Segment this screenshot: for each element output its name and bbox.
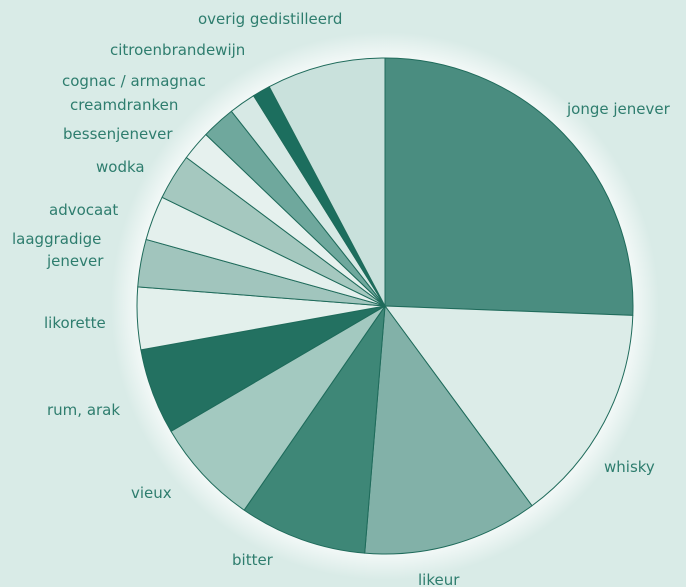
slice-label-bessenjenever: bessenjenever: [63, 125, 173, 143]
pie-slice-bitter: [243, 305, 386, 554]
slice-label-jonge-jenever: jonge jenever: [566, 100, 671, 118]
slice-label-citroenbrandewijn: citroenbrandewijn: [110, 41, 245, 59]
pie-labels: jonge jenever whisky likeur bitter vieux rum,…: [12, 10, 671, 587]
slice-label-line: vieux: [131, 484, 172, 502]
slice-label-line: creamdranken: [70, 96, 178, 114]
slice-label-likorette: likorette: [44, 314, 106, 332]
slice-label-line: jenever: [46, 252, 104, 270]
slice-label-bitter: bitter: [232, 551, 274, 569]
slice-label-creamdranken: creamdranken: [70, 96, 178, 114]
slice-label-wodka: wodka: [96, 158, 145, 176]
pie-slice-overig-gedistilleerd: [268, 57, 386, 307]
slice-label-line: laaggradige: [12, 230, 101, 248]
slice-label-line: wodka: [96, 158, 145, 176]
pie-slice-vieux: [170, 305, 386, 511]
slice-label-line: citroenbrandewijn: [110, 41, 245, 59]
slice-label-advocaat: advocaat: [49, 201, 118, 219]
slice-label-overig-gedistilleerd: overig gedistilleerd: [198, 10, 342, 28]
slice-label-vieux: vieux: [131, 484, 172, 502]
slice-label-line: jonge jenever: [566, 100, 671, 118]
slice-label-line: advocaat: [49, 201, 118, 219]
slice-label-laaggradige-jenever: laaggradige jenever: [12, 230, 104, 270]
slice-label-whisky: whisky: [604, 458, 655, 476]
slice-label-line: bitter: [232, 551, 274, 569]
slice-label-line: likeur: [418, 571, 460, 587]
slice-label-cognac-armagnac: cognac / armagnac: [62, 72, 206, 90]
pie-slice-likeur: [364, 305, 533, 555]
slice-label-line: overig gedistilleerd: [198, 10, 342, 28]
slice-label-line: bessenjenever: [63, 125, 173, 143]
slice-label-line: cognac / armagnac: [62, 72, 206, 90]
pie-slice-jonge-jenever: [384, 57, 634, 316]
slice-label-line: whisky: [604, 458, 655, 476]
pie-slice-whisky: [384, 305, 634, 507]
slice-label-rum-arak: rum, arak: [47, 401, 120, 419]
pie-slices: [136, 57, 634, 555]
slice-label-line: likorette: [44, 314, 106, 332]
slice-label-line: rum, arak: [47, 401, 120, 419]
slice-label-likeur: likeur: [418, 571, 460, 587]
